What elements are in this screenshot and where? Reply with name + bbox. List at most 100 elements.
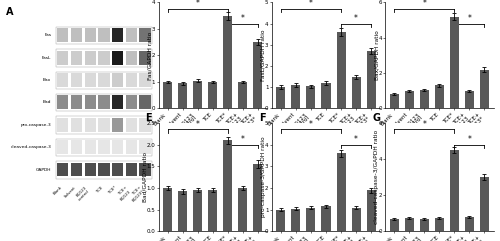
Bar xyxy=(352,77,360,108)
Bar xyxy=(56,161,152,179)
Y-axis label: pro-caspase-3/GAPDH ratio: pro-caspase-3/GAPDH ratio xyxy=(261,137,266,217)
Bar xyxy=(254,42,262,108)
Bar xyxy=(465,91,474,108)
Bar xyxy=(56,116,152,134)
Bar xyxy=(112,73,124,87)
Bar xyxy=(404,91,414,108)
Bar xyxy=(390,94,398,108)
Bar xyxy=(57,95,68,109)
Text: *: * xyxy=(241,14,244,23)
Text: *: * xyxy=(354,135,358,144)
Bar xyxy=(84,118,96,132)
Y-axis label: Fas/GAPDH ratio: Fas/GAPDH ratio xyxy=(148,31,152,80)
Text: *: * xyxy=(468,135,471,144)
Text: GAPDH: GAPDH xyxy=(36,167,52,172)
Bar xyxy=(140,163,150,176)
Text: FasL: FasL xyxy=(42,56,51,60)
Bar xyxy=(84,28,96,42)
Bar xyxy=(126,140,137,154)
Bar xyxy=(98,140,110,154)
Text: *: * xyxy=(354,14,358,23)
Bar xyxy=(57,140,68,154)
Bar xyxy=(126,51,137,65)
Text: TCE+
BQ123: TCE+ BQ123 xyxy=(116,186,132,201)
Bar xyxy=(98,95,110,109)
Bar xyxy=(322,206,330,231)
Bar xyxy=(57,118,68,132)
Text: Bax: Bax xyxy=(43,78,52,82)
Bar xyxy=(98,73,110,87)
Text: *: * xyxy=(422,120,426,129)
Bar xyxy=(140,140,150,154)
Text: TCE+
BQ123*: TCE+ BQ123* xyxy=(128,186,145,202)
Bar xyxy=(84,140,96,154)
Text: A: A xyxy=(6,7,13,17)
Text: BQ123
control: BQ123 control xyxy=(74,186,90,201)
Bar xyxy=(292,85,300,108)
Bar xyxy=(84,95,96,109)
Bar xyxy=(366,190,376,231)
Bar xyxy=(56,94,152,111)
Bar xyxy=(112,95,124,109)
Bar xyxy=(178,191,187,231)
Bar xyxy=(420,90,429,108)
Bar xyxy=(140,95,150,109)
Text: *: * xyxy=(422,0,426,8)
Bar xyxy=(126,163,137,176)
Text: TCE*: TCE* xyxy=(108,186,118,195)
Bar xyxy=(112,118,124,132)
Bar xyxy=(238,82,248,108)
Bar xyxy=(56,139,152,156)
Bar xyxy=(193,80,202,108)
Bar xyxy=(126,28,137,42)
Bar xyxy=(366,51,376,108)
Bar xyxy=(98,51,110,65)
Text: E: E xyxy=(146,113,152,123)
Bar xyxy=(140,118,150,132)
Bar xyxy=(57,163,68,176)
Y-axis label: Bax/GAPDH ratio: Bax/GAPDH ratio xyxy=(374,31,380,80)
Bar xyxy=(112,140,124,154)
Text: C: C xyxy=(259,0,266,2)
Bar xyxy=(57,28,68,42)
Bar xyxy=(71,163,82,176)
Bar xyxy=(336,32,345,108)
Bar xyxy=(71,118,82,132)
Bar xyxy=(112,28,124,42)
Text: *: * xyxy=(241,135,244,144)
Bar xyxy=(84,73,96,87)
Text: *: * xyxy=(309,120,313,129)
Bar xyxy=(71,95,82,109)
Bar xyxy=(223,140,232,231)
Bar xyxy=(71,140,82,154)
Text: pro-caspase-3: pro-caspase-3 xyxy=(20,123,52,127)
Bar xyxy=(71,73,82,87)
Bar xyxy=(208,190,217,231)
Bar xyxy=(57,73,68,87)
Bar xyxy=(112,163,124,176)
Bar xyxy=(56,27,152,44)
Bar xyxy=(404,218,414,231)
Bar xyxy=(352,208,360,231)
Bar xyxy=(306,86,316,108)
Bar xyxy=(98,163,110,176)
Text: *: * xyxy=(196,0,200,8)
Bar xyxy=(193,190,202,231)
Text: B: B xyxy=(146,0,153,2)
Text: TCE: TCE xyxy=(96,186,104,194)
Bar xyxy=(98,118,110,132)
Bar xyxy=(57,51,68,65)
Bar xyxy=(56,49,152,67)
Bar xyxy=(126,118,137,132)
Text: Fas: Fas xyxy=(44,33,52,37)
Bar xyxy=(306,208,316,231)
Bar xyxy=(208,82,217,108)
Bar xyxy=(223,16,232,108)
Text: D: D xyxy=(372,0,380,2)
Bar xyxy=(254,164,262,231)
Bar xyxy=(84,163,96,176)
Text: *: * xyxy=(468,14,471,23)
Bar xyxy=(435,218,444,231)
Bar xyxy=(98,28,110,42)
Bar xyxy=(465,217,474,231)
